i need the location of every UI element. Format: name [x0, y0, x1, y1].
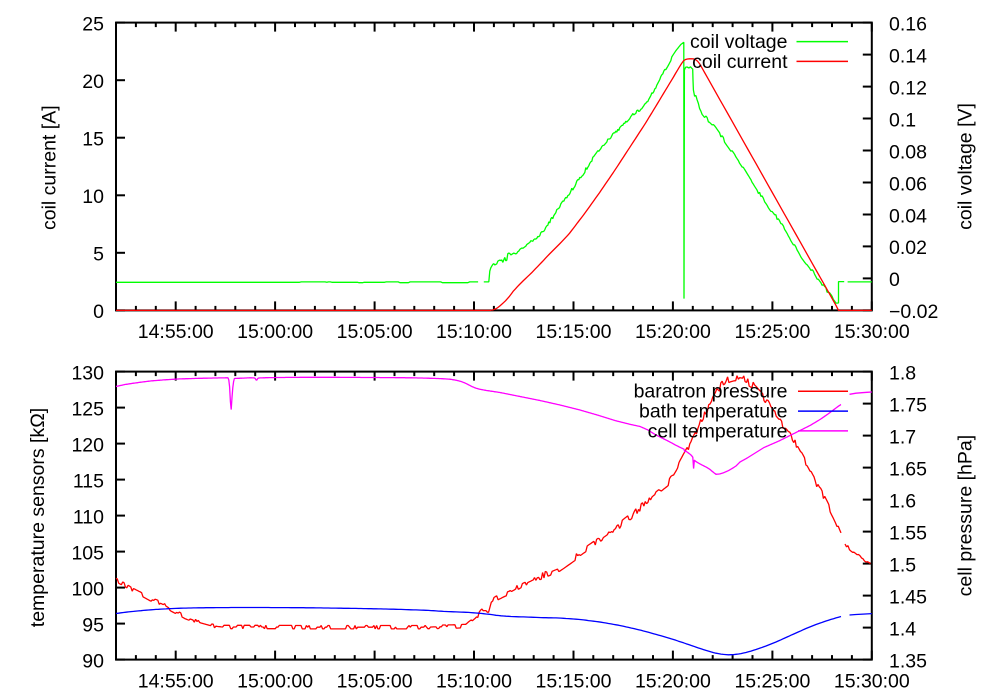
svg-text:15: 15 [82, 129, 104, 151]
svg-text:baratron pressure: baratron pressure [634, 381, 788, 403]
svg-text:cell pressure [hPa]: cell pressure [hPa] [955, 435, 977, 597]
svg-text:100: 100 [71, 578, 104, 600]
svg-text:5: 5 [93, 244, 104, 266]
svg-text:14:55:00: 14:55:00 [138, 670, 214, 692]
svg-text:10: 10 [82, 186, 104, 208]
svg-text:0.02: 0.02 [889, 237, 927, 259]
svg-text:1.65: 1.65 [889, 458, 927, 480]
svg-text:bath temperature: bath temperature [639, 401, 788, 423]
svg-text:15:25:00: 15:25:00 [734, 321, 810, 343]
svg-text:15:00:00: 15:00:00 [237, 670, 313, 692]
svg-text:20: 20 [82, 71, 104, 93]
svg-text:90: 90 [82, 650, 104, 672]
svg-text:0: 0 [93, 301, 104, 323]
svg-text:14:55:00: 14:55:00 [138, 321, 214, 343]
svg-text:15:20:00: 15:20:00 [635, 321, 711, 343]
svg-text:−0.02: −0.02 [889, 301, 938, 323]
svg-text:15:05:00: 15:05:00 [337, 321, 413, 343]
svg-text:0.16: 0.16 [889, 13, 927, 35]
svg-text:15:15:00: 15:15:00 [536, 670, 612, 692]
svg-text:15:15:00: 15:15:00 [536, 321, 612, 343]
svg-text:1.7: 1.7 [889, 426, 916, 448]
svg-text:115: 115 [73, 470, 104, 492]
svg-text:105: 105 [71, 542, 104, 564]
svg-text:cell temperature: cell temperature [648, 420, 788, 442]
svg-text:1.4: 1.4 [889, 618, 916, 640]
svg-text:130: 130 [71, 362, 104, 384]
svg-text:0.04: 0.04 [889, 205, 927, 227]
svg-text:15:10:00: 15:10:00 [436, 670, 512, 692]
svg-text:125: 125 [71, 398, 104, 420]
svg-text:95: 95 [82, 614, 104, 636]
svg-text:0.12: 0.12 [889, 77, 927, 99]
svg-text:1.8: 1.8 [889, 362, 916, 384]
svg-text:15:30:00: 15:30:00 [834, 670, 910, 692]
svg-text:15:20:00: 15:20:00 [635, 670, 711, 692]
svg-text:coil current: coil current [692, 51, 788, 73]
svg-text:temperature sensors [kΩ]: temperature sensors [kΩ] [27, 408, 49, 627]
svg-text:1.35: 1.35 [889, 650, 927, 672]
svg-text:coil current [A]: coil current [A] [39, 105, 61, 230]
svg-text:0: 0 [889, 269, 900, 291]
svg-text:15:30:00: 15:30:00 [834, 321, 910, 343]
svg-text:120: 120 [71, 434, 104, 456]
svg-text:15:05:00: 15:05:00 [337, 670, 413, 692]
svg-text:1.45: 1.45 [889, 586, 927, 608]
svg-text:15:00:00: 15:00:00 [237, 321, 313, 343]
svg-text:coil voltage: coil voltage [690, 31, 788, 53]
svg-text:15:10:00: 15:10:00 [436, 321, 512, 343]
svg-text:0.06: 0.06 [889, 173, 927, 195]
svg-text:1.75: 1.75 [889, 394, 927, 416]
svg-text:0.14: 0.14 [889, 45, 927, 67]
svg-text:1.6: 1.6 [889, 490, 916, 512]
svg-text:0.1: 0.1 [889, 109, 916, 131]
svg-text:1.5: 1.5 [889, 554, 916, 576]
svg-text:15:25:00: 15:25:00 [734, 670, 810, 692]
svg-text:1.55: 1.55 [889, 522, 927, 544]
svg-text:110: 110 [73, 506, 104, 528]
svg-text:coil voltage [V]: coil voltage [V] [955, 103, 977, 230]
svg-text:25: 25 [82, 13, 104, 35]
svg-text:0.08: 0.08 [889, 141, 927, 163]
